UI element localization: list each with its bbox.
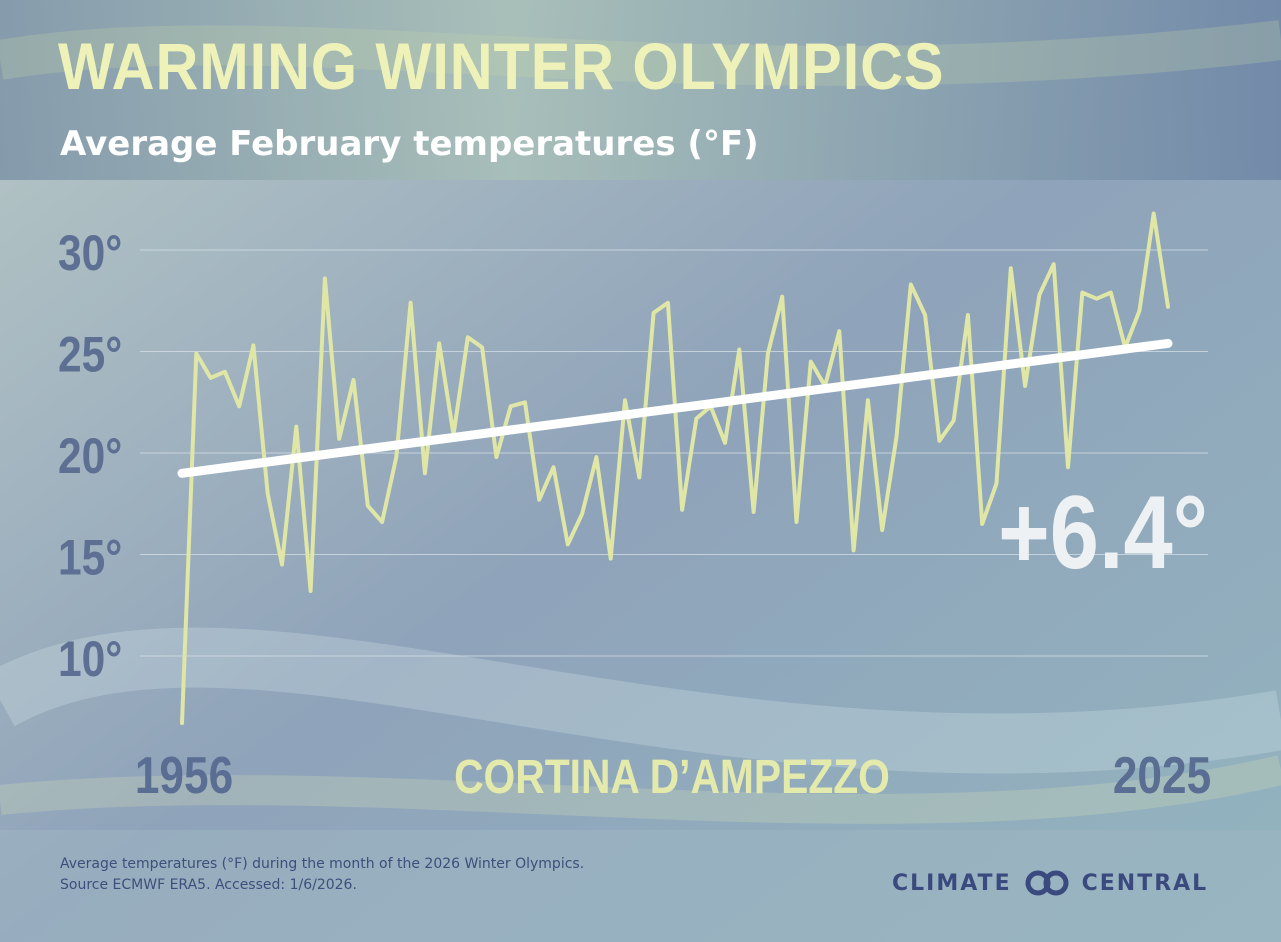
interlocking-rings-icon (1025, 870, 1069, 896)
footnote: Average temperatures (°F) during the mon… (60, 854, 584, 896)
location-label: CORTINA D’AMPEZZO (454, 751, 890, 804)
y-tick-label-15: 15° (58, 529, 122, 585)
x-start-label: 1956 (135, 747, 233, 805)
climate-central-logo: CLIMATE CENTRAL (892, 868, 1208, 898)
y-tick-label-10: 10° (58, 631, 122, 687)
footnote-source: Source ECMWF ERA5. Accessed: 1/6/2026. (60, 877, 357, 893)
chart-title: WARMING WINTER OLYMPICS (58, 29, 945, 103)
series-layer (177, 211, 1173, 725)
y-tick-label-30: 30° (58, 225, 122, 281)
logo-word-left: CLIMATE (892, 870, 1012, 896)
x-end-label: 2025 (1113, 747, 1211, 805)
y-tick-label-20: 20° (58, 428, 122, 484)
temperature-series-line (180, 211, 1170, 725)
y-axis-ticks: 10° 15° 20° 25° 30° (58, 225, 122, 687)
chart-subtitle: Average February temperatures (°F) (60, 124, 759, 164)
y-tick-label-25: 25° (58, 326, 122, 382)
trend-line (177, 338, 1173, 478)
logo-word-right: CENTRAL (1081, 870, 1209, 896)
footnote-line-1: Average temperatures (°F) during the mon… (60, 856, 585, 872)
warming-delta-annotation: +6.4° (998, 475, 1208, 590)
